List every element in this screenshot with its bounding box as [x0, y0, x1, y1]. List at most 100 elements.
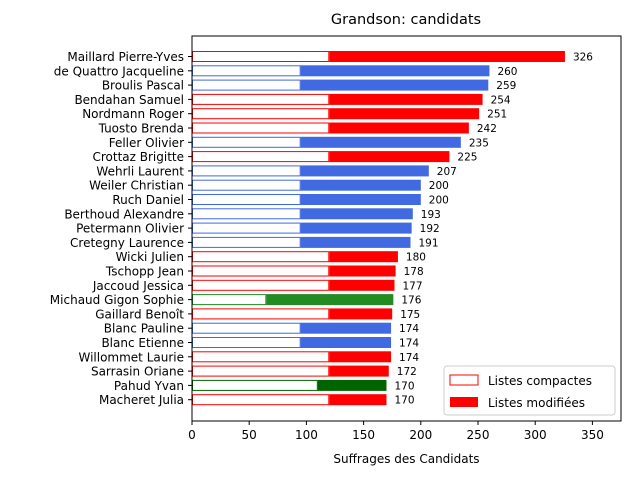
bar-modifiees-cretegny-laurence — [300, 236, 411, 248]
value-label-willommet-laurie: 174 — [399, 352, 419, 364]
y-tick-label-pahud-yvan: Pahud Yvan — [114, 379, 184, 393]
y-tick-label-wicki-julien: Wicki Julien — [116, 250, 184, 264]
y-tick-label-cretegny-laurence: Cretegny Laurence — [70, 236, 184, 250]
y-tick-label-weiler-christian: Weiler Christian — [89, 179, 184, 193]
bar-modifiees-maillard-pierre-yves — [329, 51, 565, 62]
y-tick-label-bendahan-samuel: Bendahan Samuel — [74, 93, 184, 107]
y-tick-label-tuosto-brenda: Tuosto Brenda — [98, 122, 184, 136]
y-tick-label-de-quattro-jacqueline: de Quattro Jacqueline — [54, 64, 184, 78]
bar-modifiees-wehrli-laurent — [300, 165, 429, 177]
value-label-pahud-yvan: 170 — [394, 380, 414, 392]
value-label-weiler-christian: 200 — [429, 180, 449, 192]
value-label-broulis-pascal: 259 — [496, 80, 516, 92]
bar-compactes-berthoud-alexandre — [192, 208, 301, 220]
value-label-sarrasin-oriane: 172 — [397, 366, 417, 378]
legend-box — [443, 365, 616, 416]
x-tick-label-50: 50 — [242, 428, 257, 442]
bars-group — [192, 51, 565, 406]
bar-modifiees-crottaz-brigitte — [329, 151, 450, 163]
bar-compactes-sarrasin-oriane — [192, 365, 330, 377]
y-tick-label-gaillard-benoit: Gaillard Benoît — [95, 307, 184, 321]
value-label-macheret-julia: 170 — [394, 395, 414, 407]
value-label-bendahan-samuel: 254 — [491, 94, 511, 106]
bar-compactes-feller-olivier — [192, 136, 301, 148]
value-label-wicki-julien: 180 — [406, 252, 426, 264]
value-label-jaccoud-jessica: 177 — [402, 280, 422, 292]
bar-compactes-willommet-laurie — [192, 351, 330, 363]
bar-compactes-wehrli-laurent — [192, 165, 301, 177]
y-tick-label-michaud-gigon-sophie: Michaud Gigon Sophie — [50, 293, 184, 307]
bar-compactes-maillard-pierre-yves — [192, 51, 330, 62]
value-label-feller-olivier: 235 — [469, 137, 489, 149]
y-tick-label-feller-olivier: Feller Olivier — [109, 136, 184, 150]
value-label-berthoud-alexandre: 193 — [421, 209, 441, 221]
bar-modifiees-nordmann-roger — [329, 108, 480, 120]
bar-compactes-tschopp-jean — [192, 265, 330, 277]
bar-compactes-ruch-daniel — [192, 194, 301, 205]
bar-modifiees-petermann-olivier — [300, 222, 412, 234]
bar-modifiees-willommet-laurie — [329, 351, 392, 363]
bar-modifiees-sarrasin-oriane — [329, 365, 389, 377]
value-label-ruch-daniel: 200 — [429, 195, 449, 207]
bar-compactes-crottaz-brigitte — [192, 151, 330, 163]
bar-compactes-tuosto-brenda — [192, 122, 330, 134]
x-tick-label-350: 350 — [581, 428, 604, 442]
value-label-gaillard-benoit: 175 — [400, 309, 420, 321]
legend-label-modifiees: Listes modifiées — [488, 396, 585, 410]
value-label-blanc-etienne: 174 — [399, 338, 419, 350]
y-tick-label-macheret-julia: Macheret Julia — [99, 393, 184, 407]
chart-title: Grandson: candidats — [331, 12, 481, 28]
x-tick-label-0: 0 — [188, 428, 196, 442]
y-tick-label-wehrli-laurent: Wehrli Laurent — [96, 164, 184, 178]
y-tick-label-blanc-pauline: Blanc Pauline — [104, 322, 184, 336]
x-tick-label-250: 250 — [467, 428, 490, 442]
x-tick-label-300: 300 — [524, 428, 547, 442]
bar-modifiees-pahud-yvan — [317, 379, 387, 391]
bar-compactes-gaillard-benoit — [192, 308, 330, 320]
y-tick-label-blanc-etienne: Blanc Etienne — [101, 336, 184, 350]
value-label-de-quattro-jacqueline: 260 — [497, 66, 517, 78]
x-axis: 0 50 100 150 200 250 300 350 — [188, 421, 604, 442]
bar-compactes-michaud-gigon-sophie — [192, 294, 267, 306]
y-tick-label-willommet-laurie: Willommet Laurie — [78, 350, 184, 364]
bar-compactes-broulis-pascal — [192, 79, 301, 91]
plot-frame — [191, 35, 622, 422]
value-label-michaud-gigon-sophie: 176 — [401, 295, 421, 307]
bar-modifiees-bendahan-samuel — [329, 93, 483, 105]
value-label-cretegny-laurence: 191 — [419, 237, 439, 249]
value-label-maillard-pierre-yves: 326 — [573, 52, 593, 64]
legend-label-compactes: Listes compactes — [488, 374, 592, 388]
x-tick-label-200: 200 — [409, 428, 432, 442]
value-label-nordmann-roger: 251 — [487, 109, 507, 121]
bar-compactes-petermann-olivier — [192, 222, 301, 234]
bar-compactes-weiler-christian — [192, 179, 301, 191]
value-label-wehrli-laurent: 207 — [437, 166, 457, 178]
bar-modifiees-gaillard-benoit — [329, 308, 393, 320]
x-tick-label-100: 100 — [295, 428, 318, 442]
bar-modifiees-macheret-julia — [329, 394, 387, 406]
y-tick-label-tschopp-jean: Tschopp Jean — [105, 265, 184, 279]
x-tick-label-150: 150 — [352, 428, 375, 442]
bar-modifiees-michaud-gigon-sophie — [266, 294, 394, 306]
y-tick-label-maillard-pierre-yves: Maillard Pierre-Yves — [67, 50, 184, 64]
legend-swatch-compactes — [449, 374, 479, 386]
bar-modifiees-ruch-daniel — [300, 194, 421, 205]
y-tick-label-sarrasin-oriane: Sarrasin Oriane — [91, 365, 184, 379]
y-tick-label-berthoud-alexandre: Berthoud Alexandre — [64, 207, 184, 221]
bar-modifiees-de-quattro-jacqueline — [300, 65, 490, 77]
bar-modifiees-broulis-pascal — [300, 79, 489, 91]
bar-modifiees-berthoud-alexandre — [300, 208, 413, 220]
value-label-crottaz-brigitte: 225 — [457, 152, 477, 164]
value-label-petermann-olivier: 192 — [420, 223, 440, 235]
y-tick-label-nordmann-roger: Nordmann Roger — [82, 107, 184, 121]
y-tick-label-ruch-daniel: Ruch Daniel — [112, 193, 184, 207]
bar-compactes-cretegny-laurence — [192, 236, 301, 248]
bar-compactes-bendahan-samuel — [192, 93, 330, 105]
value-label-blanc-pauline: 174 — [399, 323, 419, 335]
bar-modifiees-jaccoud-jessica — [329, 279, 395, 291]
bar-compactes-de-quattro-jacqueline — [192, 65, 301, 77]
bar-compactes-macheret-julia — [192, 394, 330, 406]
value-label-tschopp-jean: 178 — [404, 266, 424, 278]
